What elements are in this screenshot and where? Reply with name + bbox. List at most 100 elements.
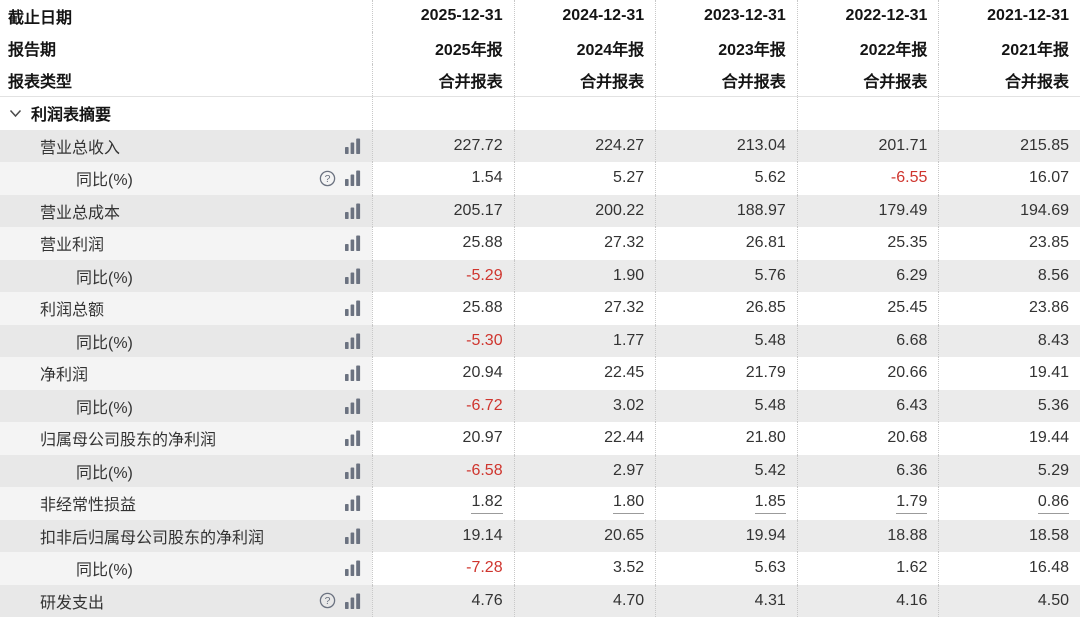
value[interactable]: 1.82 [471,493,503,514]
value-cell: 27.32 [513,227,656,260]
section-row: 利润表摘要 [0,97,1080,130]
value: -5.29 [466,266,503,284]
value: 5.27 [613,169,645,187]
value: 3.52 [613,559,645,577]
row-label-cell: 研发支出? [0,584,372,617]
value-cell: -6.55 [796,162,939,195]
column-report-type: 合并报表 [372,64,514,96]
value: 2.97 [613,461,645,479]
table-body: 利润表摘要 营业总收入 227.72 224.27 213.04 201.71 215.85… [0,97,1080,617]
column-report-period: 2021年报 [938,32,1080,64]
chart-icon[interactable] [344,235,362,252]
value-cell [796,97,939,130]
value-cell: 25.45 [796,292,939,325]
value-cell: 20.97 [372,422,514,455]
column-report-type: 合并报表 [938,64,1080,96]
chart-icon[interactable] [344,593,362,609]
row-label-cell: 扣非后归属母公司股东的净利润 [0,519,372,552]
value-cell: 4.16 [796,584,939,617]
value-cell: 5.62 [655,162,797,195]
value: 201.71 [878,136,928,154]
row-icons [344,528,372,544]
value: 26.85 [745,299,786,317]
value-cell: 19.41 [938,357,1080,390]
chart-icon[interactable] [344,203,362,219]
row-label-cell: 利润总额 [0,292,372,325]
chart-icon[interactable] [344,560,362,577]
value-cell: 23.85 [938,227,1080,260]
value-cell: 19.14 [372,519,514,552]
value-cell: 16.07 [938,162,1080,195]
table-row: 营业利润 25.88 27.32 26.81 25.35 23.85 [0,227,1080,260]
value: 213.04 [736,136,786,154]
row-label-cell: 营业总收入 [0,129,372,162]
value-cell: 22.44 [513,422,656,455]
value: 25.45 [887,299,928,317]
value: 20.65 [604,526,645,544]
value-cell: 21.79 [655,357,797,390]
value-cell: 1.79 [796,487,939,520]
value: 8.56 [1037,266,1069,284]
row-icons [344,463,372,479]
header-row: 截止日期 2025-12-31 2024-12-31 2023-12-31 2022-1… [0,0,1080,32]
header-row: 报告期 2025年报 2024年报 2023年报 2022年报 2021年报 [0,32,1080,64]
chart-icon[interactable] [344,463,362,479]
value-cell: 5.42 [655,454,797,487]
value-cell: 4.76 [372,584,514,617]
chart-icon[interactable] [344,333,362,349]
table-row: 利润总额 25.88 27.32 26.85 25.45 23.86 [0,292,1080,325]
column-end-date: 2023-12-31 [655,0,797,32]
value-cell: 20.66 [796,357,939,390]
chart-icon[interactable] [344,300,362,317]
value: 5.42 [754,461,786,479]
value: 5.62 [754,169,786,187]
row-label-cell: 同比(%) [0,389,372,422]
value: 25.35 [887,234,928,252]
row-icons [344,495,372,512]
help-icon[interactable]: ? [319,592,336,609]
table-row: 同比(%)? 1.54 5.27 5.62 -6.55 16.07 [0,162,1080,195]
value-cell: 23.86 [938,292,1080,325]
value: 23.86 [1028,299,1069,317]
value-cell: 18.58 [938,519,1080,552]
value[interactable]: 1.85 [754,493,786,514]
header-field-label: 报告期 [8,42,57,59]
row-label: 营业总收入 [40,139,121,157]
chart-icon[interactable] [344,430,362,447]
value-cell: 201.71 [796,129,939,162]
value: 19.44 [1028,429,1069,447]
value-cell: 1.90 [513,259,656,292]
value-cell: 6.43 [796,389,939,422]
column-report-period: 2024年报 [513,32,656,64]
column-report-period: 2022年报 [796,32,939,64]
value-cell: 1.82 [372,487,514,520]
value-cell [372,97,514,130]
chart-icon[interactable] [344,398,362,414]
value: 22.45 [604,364,645,382]
chart-icon[interactable] [344,170,362,187]
value-cell: 5.76 [655,259,797,292]
value-cell [655,97,797,130]
chart-icon[interactable] [344,495,362,512]
value-cell: -6.72 [372,389,514,422]
value: 26.81 [745,234,786,252]
section-toggle[interactable]: 利润表摘要 [0,97,372,130]
value: 20.68 [887,429,928,447]
value: 194.69 [1020,201,1069,219]
svg-text:?: ? [325,173,331,185]
table-row: 营业总收入 227.72 224.27 213.04 201.71 215.85 [0,129,1080,162]
value-cell: 1.62 [796,552,939,585]
chart-icon[interactable] [344,528,362,544]
value: 22.44 [604,429,645,447]
value[interactable]: 0.86 [1037,493,1069,514]
row-label-cell: 净利润 [0,357,372,390]
value[interactable]: 1.80 [613,493,645,514]
value-cell: 5.29 [938,454,1080,487]
help-icon[interactable]: ? [319,170,336,187]
value[interactable]: 1.79 [896,493,928,514]
chart-icon[interactable] [344,365,362,382]
row-icons [344,203,372,219]
chart-icon[interactable] [344,268,362,284]
chart-icon[interactable] [344,138,362,154]
